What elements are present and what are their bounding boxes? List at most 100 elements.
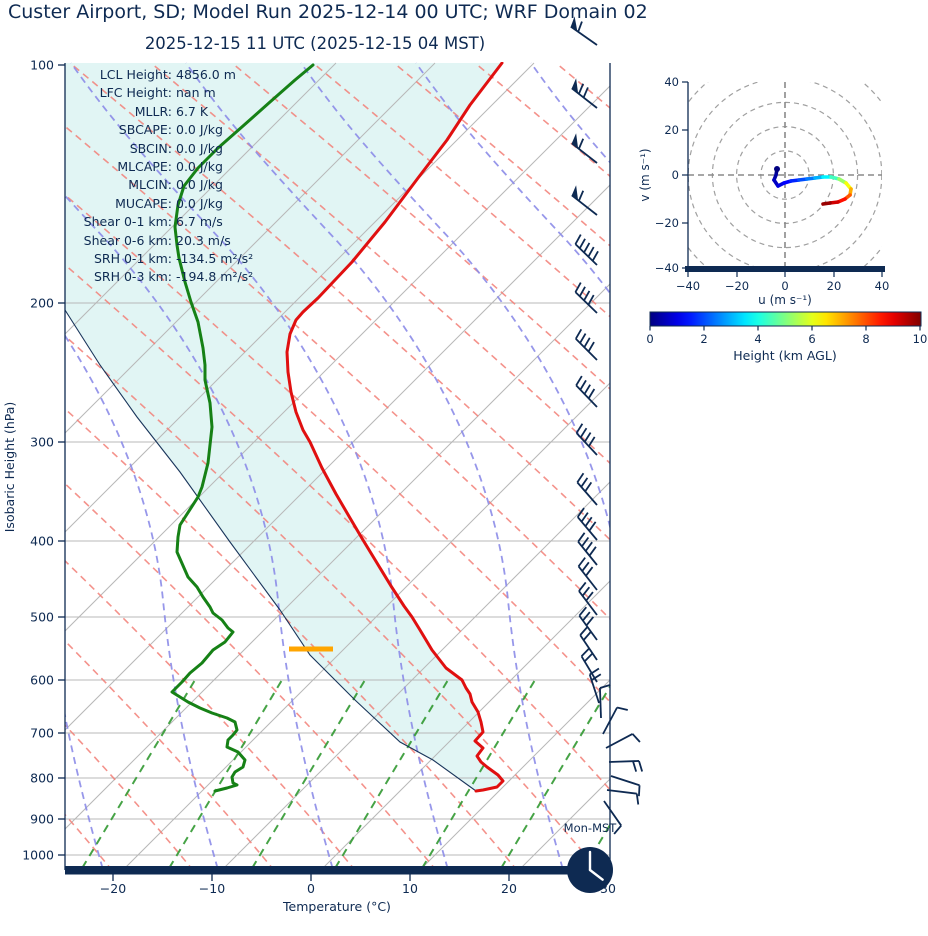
barb-feather xyxy=(578,190,585,202)
wind-barb xyxy=(603,800,622,835)
moist-adiabat-line xyxy=(415,62,611,296)
stat-value: 0.0 J/kg xyxy=(176,177,223,193)
y-tick-label: 600 xyxy=(30,673,54,688)
barb-feather xyxy=(616,706,628,711)
barb-feather xyxy=(583,337,591,348)
wind-barb xyxy=(577,532,598,566)
barb-feather xyxy=(582,631,592,641)
barb-feather xyxy=(588,521,597,532)
barb-feather xyxy=(581,586,591,597)
stat-label: LFC Height: xyxy=(99,85,172,101)
hodograph-grid xyxy=(688,82,882,268)
wind-barb xyxy=(576,472,598,506)
stat-label: SRH 0-1 km: xyxy=(93,251,172,267)
stat-row: SRH 0-3 km: -194.8 m²/s² xyxy=(58,268,253,286)
barb-feather xyxy=(578,238,586,249)
stat-value: 6.7 K xyxy=(176,103,209,119)
isotherm-line xyxy=(64,84,611,633)
hodo-x-tick-label: −20 xyxy=(725,279,749,293)
stat-row: Shear 0-6 km: 20.3 m/s xyxy=(58,232,253,250)
hodo-y-tick-label: 20 xyxy=(664,123,679,137)
barb-feather xyxy=(589,667,600,676)
stat-row: LCL Height: 4856.0 m xyxy=(58,66,253,84)
barb-feather xyxy=(580,512,589,523)
moist-adiabat-line xyxy=(64,333,220,871)
barb-feather xyxy=(576,472,585,483)
wind-barb xyxy=(578,606,598,641)
isotherm-line xyxy=(608,63,928,880)
stat-label: SRH 0-3 km: xyxy=(93,269,172,285)
skewt-tick-labels: 100 200 300 400 500 600 700 800 900 1000 −20 −10 0 10… xyxy=(22,58,616,897)
barb-feather xyxy=(587,246,595,258)
mixing-ratio-line xyxy=(79,679,196,871)
wind-barb xyxy=(579,626,598,661)
barb-feather xyxy=(575,375,583,386)
skewt-axes-spines xyxy=(58,63,611,881)
barb-feather xyxy=(583,242,591,253)
stat-value: 20.3 m/s xyxy=(176,232,231,248)
hodo-y-tick-label: −20 xyxy=(655,216,679,230)
wind-barb xyxy=(575,328,598,361)
wind-barb xyxy=(606,789,640,805)
stat-row: SBCAPE: 0.0 J/kg xyxy=(58,121,253,139)
dry-adiabat-line xyxy=(474,62,611,178)
hodo-x-tick-label: 0 xyxy=(781,279,788,293)
temperature-curve xyxy=(285,62,505,793)
barb-feather xyxy=(584,541,593,552)
barb-feather xyxy=(588,546,597,557)
wind-barb xyxy=(578,581,598,616)
barb-feather xyxy=(591,673,602,681)
dry-adiabat-line xyxy=(231,62,611,391)
bottom-spine-thick xyxy=(65,866,610,875)
mixing-ratio-line xyxy=(332,679,449,871)
barb-pennant xyxy=(571,133,579,149)
barb-feather xyxy=(580,647,590,657)
stat-label: SBCIN: xyxy=(129,140,172,156)
dry-adiabat-line xyxy=(69,62,611,542)
hodo-y-tick-label: −40 xyxy=(655,261,679,275)
hodo-y-tick-label: 40 xyxy=(664,75,679,89)
stat-label: Shear 0-1 km: xyxy=(83,214,172,230)
isotherm-line xyxy=(220,480,611,871)
barb-feather xyxy=(599,683,611,689)
hodo-bottom-spine-thick xyxy=(685,266,885,272)
hodograph-inset: 40 20 0 −20 −40 −40 −20 0 20 40 xyxy=(655,75,890,293)
moist-adiabat-line xyxy=(64,193,335,871)
stat-label: MLLR: xyxy=(134,103,172,119)
barb-feather xyxy=(587,294,595,306)
hodo-x-tick-label: 40 xyxy=(875,279,890,293)
wind-barb xyxy=(576,507,598,541)
barb-feather xyxy=(587,388,596,399)
barb-feather xyxy=(581,561,590,572)
mixing-ratio-line xyxy=(655,680,775,880)
barb-feather xyxy=(579,333,587,344)
stat-row: Shear 0-1 km: 6.7 m/s xyxy=(58,213,253,231)
hodo-y-axis-label: v (m s⁻¹) xyxy=(638,148,652,201)
dry-adiabat-line xyxy=(150,62,611,465)
stat-label: MLCAPE: xyxy=(117,159,172,175)
moist-adiabat-line xyxy=(185,62,565,871)
height-colorbar: 0 2 4 6 8 10 xyxy=(646,311,927,346)
valid-time-subtitle: 2025-12-15 11 UTC (2025-12-15 04 MST) xyxy=(144,34,486,53)
barb-feather xyxy=(580,477,589,488)
mixing-ratio-line xyxy=(498,683,611,871)
wind-barb xyxy=(605,733,641,749)
stat-row: SBCIN: 0.0 J/kg xyxy=(58,140,253,158)
parcel-profile-line xyxy=(64,309,477,792)
stat-row: MLCIN: 0.0 J/kg xyxy=(58,176,253,194)
stat-value: 0.0 J/kg xyxy=(176,140,223,156)
dewpoint-curve xyxy=(170,63,315,793)
stat-row: SRH 0-1 km: -134.5 m²/s² xyxy=(58,250,253,268)
y-tick-label: 1000 xyxy=(22,848,54,863)
skewt-background-lines xyxy=(64,62,928,880)
sounding-curves xyxy=(64,62,505,793)
hodo-y-tick-label: 0 xyxy=(672,168,679,182)
barb-feather xyxy=(613,824,622,835)
barb-feather xyxy=(583,290,591,301)
barb-pennant xyxy=(571,78,579,94)
barb-feather xyxy=(635,793,640,805)
wind-barb xyxy=(602,706,628,735)
stat-label: SBCAPE: xyxy=(118,122,172,138)
barb-feather xyxy=(577,532,586,543)
